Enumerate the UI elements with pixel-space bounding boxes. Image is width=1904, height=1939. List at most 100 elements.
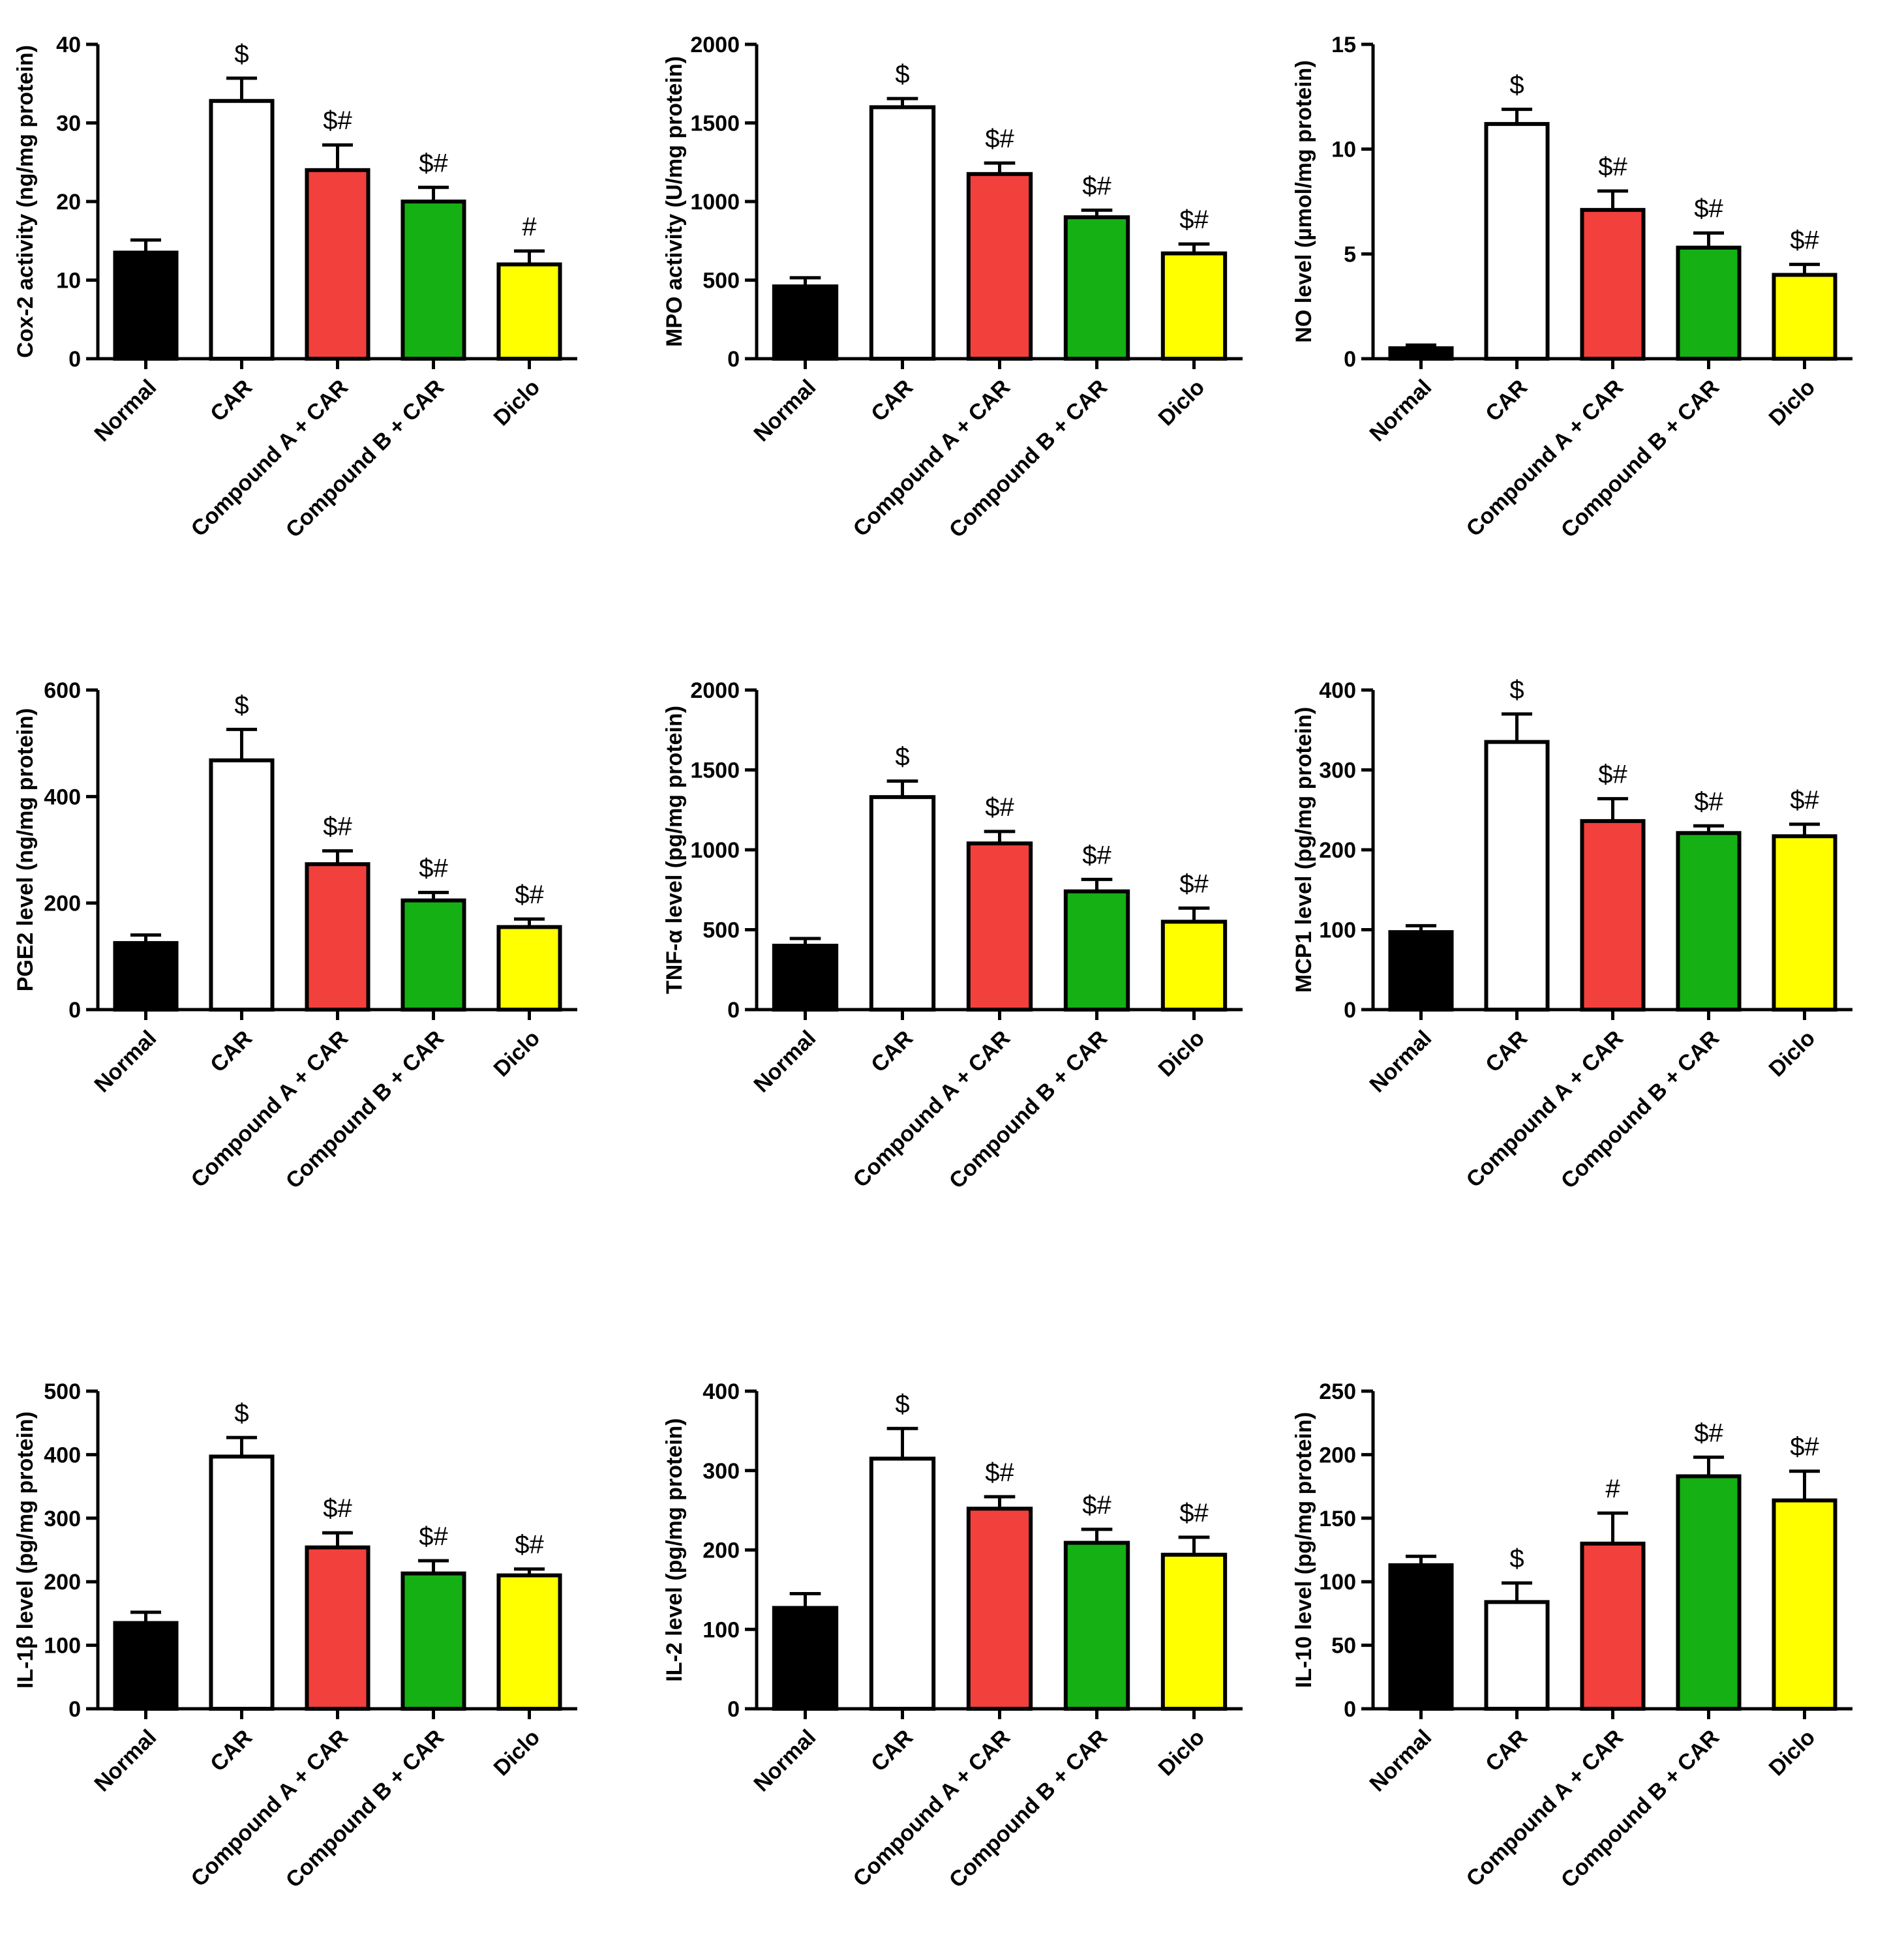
y-tick-label: 0 [727, 347, 740, 372]
y-tick-label: 1500 [690, 759, 740, 783]
significance-label: $ [1509, 71, 1524, 100]
x-tick-label: Compound B + CAR [281, 375, 449, 543]
x-tick-label: Diclo [1764, 375, 1821, 431]
bar-car [1484, 740, 1550, 1012]
y-tick-label: 100 [44, 1634, 81, 1659]
x-tick-label: Normal [89, 375, 161, 447]
bar-compound-a-car [966, 1507, 1033, 1711]
significance-label: $# [419, 149, 448, 177]
significance-label: # [522, 213, 537, 241]
bar-compound-a-car [1580, 207, 1646, 361]
chart-mcp1: MCP1 level (pg/mg protein) 0 100 200 300 400 N… [1292, 676, 1852, 1194]
x-tick-label: Compound B + CAR [944, 1026, 1112, 1194]
significance-label: $# [1082, 1491, 1111, 1520]
bar-compound-b-car [1063, 215, 1130, 361]
y-axis-label: PGE2 level (ng/mg protein) [13, 708, 38, 992]
bar-compound-b-car [400, 1571, 466, 1711]
y-tick-label: 200 [1319, 1443, 1356, 1467]
x-tick-label: Normal [749, 1026, 821, 1098]
x-tick-label: CAR [205, 375, 257, 427]
bar-compound-a-car [305, 862, 370, 1012]
y-tick-label: 0 [727, 1697, 740, 1722]
x-tick-label: Diclo [489, 375, 545, 431]
x-tick-label: CAR [205, 1026, 257, 1077]
bar-normal [113, 940, 179, 1012]
significance-label: # [1605, 1475, 1620, 1503]
significance-label: $ [234, 40, 249, 68]
x-tick-label: CAR [1481, 1725, 1532, 1777]
chart-il10: IL-10 level (pg/mg protein) 0 50 100 150 200 2… [1292, 1379, 1852, 1893]
y-axis-label: NO level (µmol/mg protein) [1292, 60, 1316, 342]
y-axis-label: TNF-α level (pg/mg protein) [662, 706, 687, 994]
y-axis-label: IL-10 level (pg/mg protein) [1292, 1412, 1316, 1688]
x-tick-label: Normal [1365, 375, 1436, 447]
bar-normal [772, 1606, 839, 1711]
x-tick-label: Diclo [1154, 1725, 1210, 1781]
x-tick-label: CAR [1481, 1026, 1532, 1077]
significance-label: $ [895, 743, 909, 772]
bar-car [209, 98, 275, 361]
bar-compound-a-car [966, 841, 1033, 1012]
y-tick-label: 200 [703, 1539, 740, 1563]
bar-compound-b-car [1063, 1541, 1130, 1711]
significance-label: $# [323, 1494, 352, 1523]
significance-label: $# [1694, 194, 1723, 223]
y-axis-label: IL-2 level (pg/mg protein) [662, 1418, 687, 1681]
y-tick-label: 100 [1319, 1570, 1356, 1595]
significance-label: $ [1509, 1544, 1524, 1573]
y-tick-label: 250 [1319, 1379, 1356, 1404]
x-tick-label: Compound A + CAR [1462, 375, 1628, 541]
significance-label: $# [985, 793, 1014, 822]
bar-diclo [496, 1573, 562, 1711]
significance-label: $# [985, 125, 1014, 153]
bar-compound-a-car [966, 172, 1033, 361]
x-tick-label: CAR [866, 1026, 918, 1077]
chart-mpo: MPO activity (U/mg protein) 0 500 1000 1500 2… [662, 33, 1243, 543]
bar-diclo [1772, 834, 1837, 1012]
significance-label: $ [234, 1399, 249, 1428]
y-tick-label: 15 [1331, 33, 1356, 57]
x-tick-label: Compound B + CAR [1556, 1026, 1724, 1194]
x-tick-label: Normal [749, 375, 821, 447]
x-tick-label: CAR [1481, 375, 1532, 427]
chart-il2: IL-2 level (pg/mg protein) 0 100 200 300 400 N… [662, 1379, 1243, 1893]
y-tick-label: 400 [1319, 678, 1356, 703]
y-axis-label: Cox-2 activity (ng/mg protein) [13, 45, 38, 358]
bar-compound-b-car [1676, 1474, 1742, 1711]
x-tick-label: Compound A + CAR [187, 1026, 353, 1192]
bar-compound-a-car [1580, 819, 1646, 1012]
significance-label: $ [895, 60, 909, 89]
y-tick-label: 5 [1344, 242, 1356, 267]
y-tick-label: 500 [703, 918, 740, 943]
x-tick-label: Diclo [489, 1725, 545, 1781]
x-tick-label: Diclo [1764, 1026, 1821, 1082]
bar-compound-b-car [400, 898, 466, 1012]
y-tick-label: 600 [44, 678, 81, 703]
bar-car [209, 1454, 275, 1711]
bar-car [1484, 122, 1550, 361]
x-tick-label: Diclo [1154, 1026, 1210, 1082]
bar-normal [113, 1621, 179, 1711]
y-tick-label: 100 [1319, 918, 1356, 943]
significance-label: $# [1179, 1499, 1209, 1527]
y-tick-label: 2000 [690, 33, 740, 57]
chart-il1b: IL-1β level (pg/mg protein) 0 100 200 300 400… [13, 1379, 577, 1893]
y-tick-label: 200 [44, 892, 81, 916]
significance-label: $# [1082, 172, 1111, 200]
y-tick-label: 0 [1344, 998, 1356, 1023]
bar-diclo [1772, 1498, 1837, 1711]
bar-compound-a-car [305, 168, 370, 361]
y-tick-label: 50 [1331, 1634, 1356, 1659]
x-tick-label: Normal [89, 1026, 161, 1098]
x-tick-label: Compound A + CAR [849, 1026, 1015, 1192]
significance-label: $ [895, 1390, 909, 1419]
significance-label: $# [1179, 869, 1209, 898]
y-tick-label: 2000 [690, 678, 740, 703]
significance-label: $# [1598, 153, 1627, 181]
x-tick-label: CAR [866, 375, 918, 427]
y-tick-label: 300 [44, 1507, 81, 1531]
x-tick-label: Compound B + CAR [1556, 375, 1724, 543]
bar-compound-a-car [1580, 1541, 1646, 1711]
